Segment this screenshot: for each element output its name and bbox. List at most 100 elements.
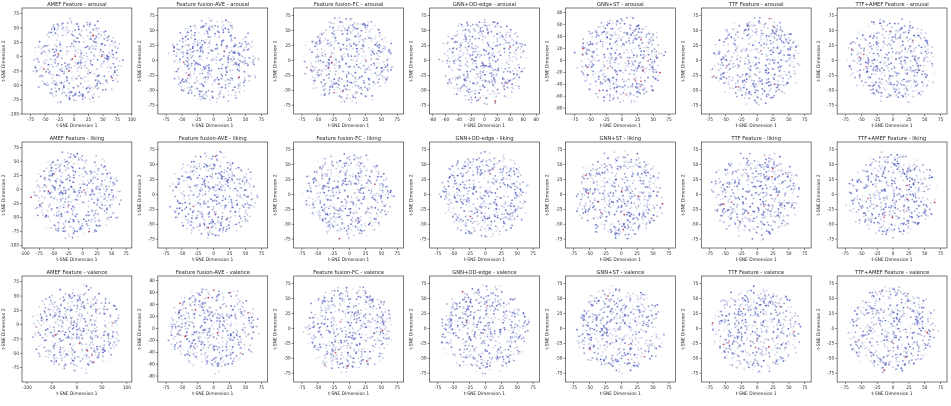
scatter-point [788,49,790,51]
scatter-point [881,25,883,27]
scatter-point [200,99,202,101]
scatter-point [51,64,53,66]
scatter-point [340,42,342,44]
scatter-point [497,25,499,27]
scatter-point [627,57,629,59]
scatter-point [59,75,61,77]
scatter-point [499,92,501,94]
scatter-point [336,65,338,67]
scatter-point [469,39,471,41]
scatter-point [42,186,44,188]
scatter-point [769,90,771,92]
scatter-point [112,197,114,199]
scatter-point [247,49,249,51]
scatter-point [732,66,734,68]
scatter-point [490,64,492,66]
scatter-point [86,159,88,161]
x-tick-label: 0 [73,117,76,122]
scatter-point [644,47,646,49]
scatter-point [645,26,647,28]
scatter-point [331,52,333,54]
scatter-point [870,65,872,67]
scatter-point [853,60,855,62]
scatter-point [86,67,88,69]
scatter-point [590,33,592,35]
scatter-point [92,34,94,36]
scatter-point [779,22,781,24]
scatter-point [239,42,241,44]
scatter-point [243,207,245,209]
scatter-point [233,89,235,91]
scatter-point [187,185,189,187]
scatter-point [83,41,85,43]
scatter-point [353,43,355,45]
scatter-point [30,196,32,198]
scatter-point [339,88,341,90]
scatter-point [189,67,191,69]
scatter-point [508,64,510,66]
scatter-point [341,96,343,98]
scatter-point [468,42,470,44]
scatter-point [463,39,465,41]
scatter-point [878,91,880,93]
scatter-point [486,81,488,83]
scatter-point [747,64,749,66]
scatter-point [581,60,583,62]
x-tick-label: 0 [483,117,486,122]
scatter-point [643,93,645,95]
x-tick-label: 40 [508,117,514,122]
scatter-point [228,174,230,176]
scatter-point [216,200,218,202]
scatter-point [517,36,519,38]
scatter-point [99,225,101,227]
scatter-point [207,46,209,48]
scatter-point [365,32,367,34]
scatter-point [186,228,188,230]
scatter-point [754,89,756,91]
scatter-point [885,31,887,33]
scatter-point [59,199,61,201]
scatter-point [627,65,629,67]
scatter-point [216,21,218,23]
scatter-point [636,71,638,73]
scatter-point [757,90,759,92]
scatter-point [916,62,918,64]
scatter-point [88,205,90,207]
scatter-point [859,56,861,58]
scatter-point [479,56,481,58]
scatter-point [483,66,485,68]
scatter-point [723,44,725,46]
scatter-point [487,89,489,91]
scatter-point [336,62,338,64]
scatter-point [907,80,909,82]
scatter-point [96,27,98,29]
scatter-point [240,196,242,198]
scatter-point [499,51,501,53]
scatter-point [925,39,927,41]
scatter-point [56,49,58,51]
scatter-point [240,46,242,48]
scatter-point [920,38,922,40]
scatter-point [219,59,221,61]
scatter-point [467,24,469,26]
scatter-point [910,29,912,31]
scatter-point [185,80,187,82]
scatter-point [106,176,108,178]
scatter-point [52,173,54,175]
scatter-point [221,68,223,70]
scatter-point [216,44,218,46]
scatter-point [659,60,661,62]
scatter-point [202,215,204,217]
scatter-point [590,83,592,85]
scatter-point [590,43,592,45]
scatter-point [354,81,356,83]
scatter-point [443,43,445,45]
scatter-point [321,48,323,50]
scatter-point [780,26,782,28]
scatter-point [635,77,637,79]
scatter-point [76,195,78,197]
scatter-point [617,55,619,57]
scatter-point [364,72,366,74]
scatter-point [108,71,110,73]
scatter-point [500,26,502,28]
